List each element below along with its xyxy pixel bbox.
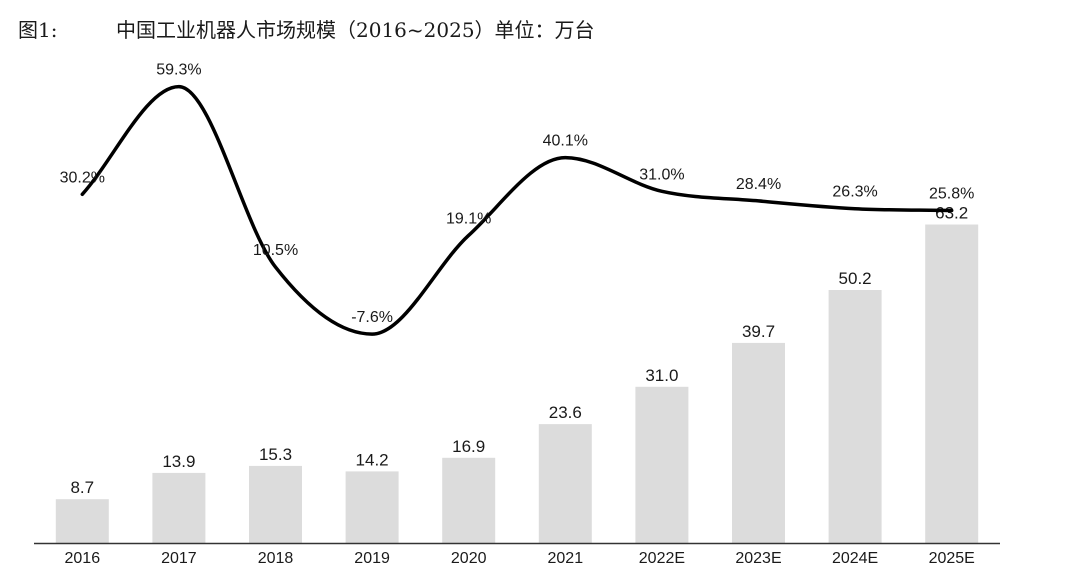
bar-2019 bbox=[345, 471, 399, 543]
chart-title: 中国工业机器人市场规模（2016~2025）单位：万台 bbox=[116, 18, 595, 42]
growth-rate-label: 28.4% bbox=[736, 176, 781, 193]
x-tick-label: 2017 bbox=[161, 550, 197, 567]
bar-value-label: 13.9 bbox=[162, 452, 195, 471]
bar-value-label: 50.2 bbox=[839, 269, 872, 288]
x-tick-label: 2020 bbox=[451, 550, 487, 567]
x-tick-label: 2025E bbox=[929, 550, 975, 567]
x-tick-label: 2018 bbox=[258, 550, 294, 567]
bar-2025E bbox=[925, 224, 979, 543]
bar-value-label: 39.7 bbox=[742, 322, 775, 341]
growth-rate-label: 10.5% bbox=[253, 242, 298, 259]
growth-rate-line bbox=[80, 84, 954, 336]
x-axis-tick-labels: 2016 2017 2018 2019 2020 2021 2022E 2023E 2024E 2… bbox=[65, 550, 975, 567]
growth-rate-labels: 30.2% 59.3% 10.5% -7.6% 19.1% 40.1% 31.0% 28.4%… bbox=[60, 62, 975, 327]
bar-value-label: 16.9 bbox=[452, 437, 485, 456]
growth-rate-label: 26.3% bbox=[832, 184, 877, 201]
figure-label: 图1: bbox=[18, 18, 58, 42]
growth-rate-label: -7.6% bbox=[351, 309, 393, 326]
bar-value-labels: 8.7 13.9 15.3 14.2 16.9 23.6 31.0 39.7 50.2 63.2 bbox=[70, 204, 968, 498]
growth-rate-label: 25.8% bbox=[929, 186, 974, 203]
bar-value-label: 15.3 bbox=[259, 445, 292, 464]
bar-2021 bbox=[538, 424, 592, 543]
growth-rate-label: 59.3% bbox=[156, 62, 201, 79]
growth-rate-label: 31.0% bbox=[639, 166, 684, 183]
x-tick-label: 2023E bbox=[735, 550, 781, 567]
x-tick-label: 2016 bbox=[65, 550, 101, 567]
x-tick-label: 2022E bbox=[639, 550, 685, 567]
growth-rate-label: 40.1% bbox=[543, 133, 588, 150]
bar-value-label: 23.6 bbox=[549, 403, 582, 422]
bar-value-label: 14.2 bbox=[356, 450, 389, 469]
bar-2018 bbox=[249, 465, 302, 543]
bar-2024E bbox=[828, 290, 882, 543]
bar-value-label: 8.7 bbox=[70, 478, 94, 497]
x-tick-label: 2019 bbox=[354, 550, 390, 567]
bar-value-label: 63.2 bbox=[935, 204, 968, 223]
bar-value-label: 31.0 bbox=[645, 366, 678, 385]
bar-2022E bbox=[635, 386, 689, 543]
x-tick-label: 2024E bbox=[832, 550, 878, 567]
bar-2017 bbox=[152, 472, 206, 543]
growth-rate-label: 30.2% bbox=[60, 169, 105, 186]
bar-2023E bbox=[732, 342, 785, 543]
bar-series bbox=[55, 224, 979, 543]
bar-2016 bbox=[55, 499, 109, 543]
bar-2020 bbox=[442, 457, 496, 543]
growth-rate-label: 19.1% bbox=[446, 210, 491, 227]
x-tick-label: 2021 bbox=[548, 550, 584, 567]
